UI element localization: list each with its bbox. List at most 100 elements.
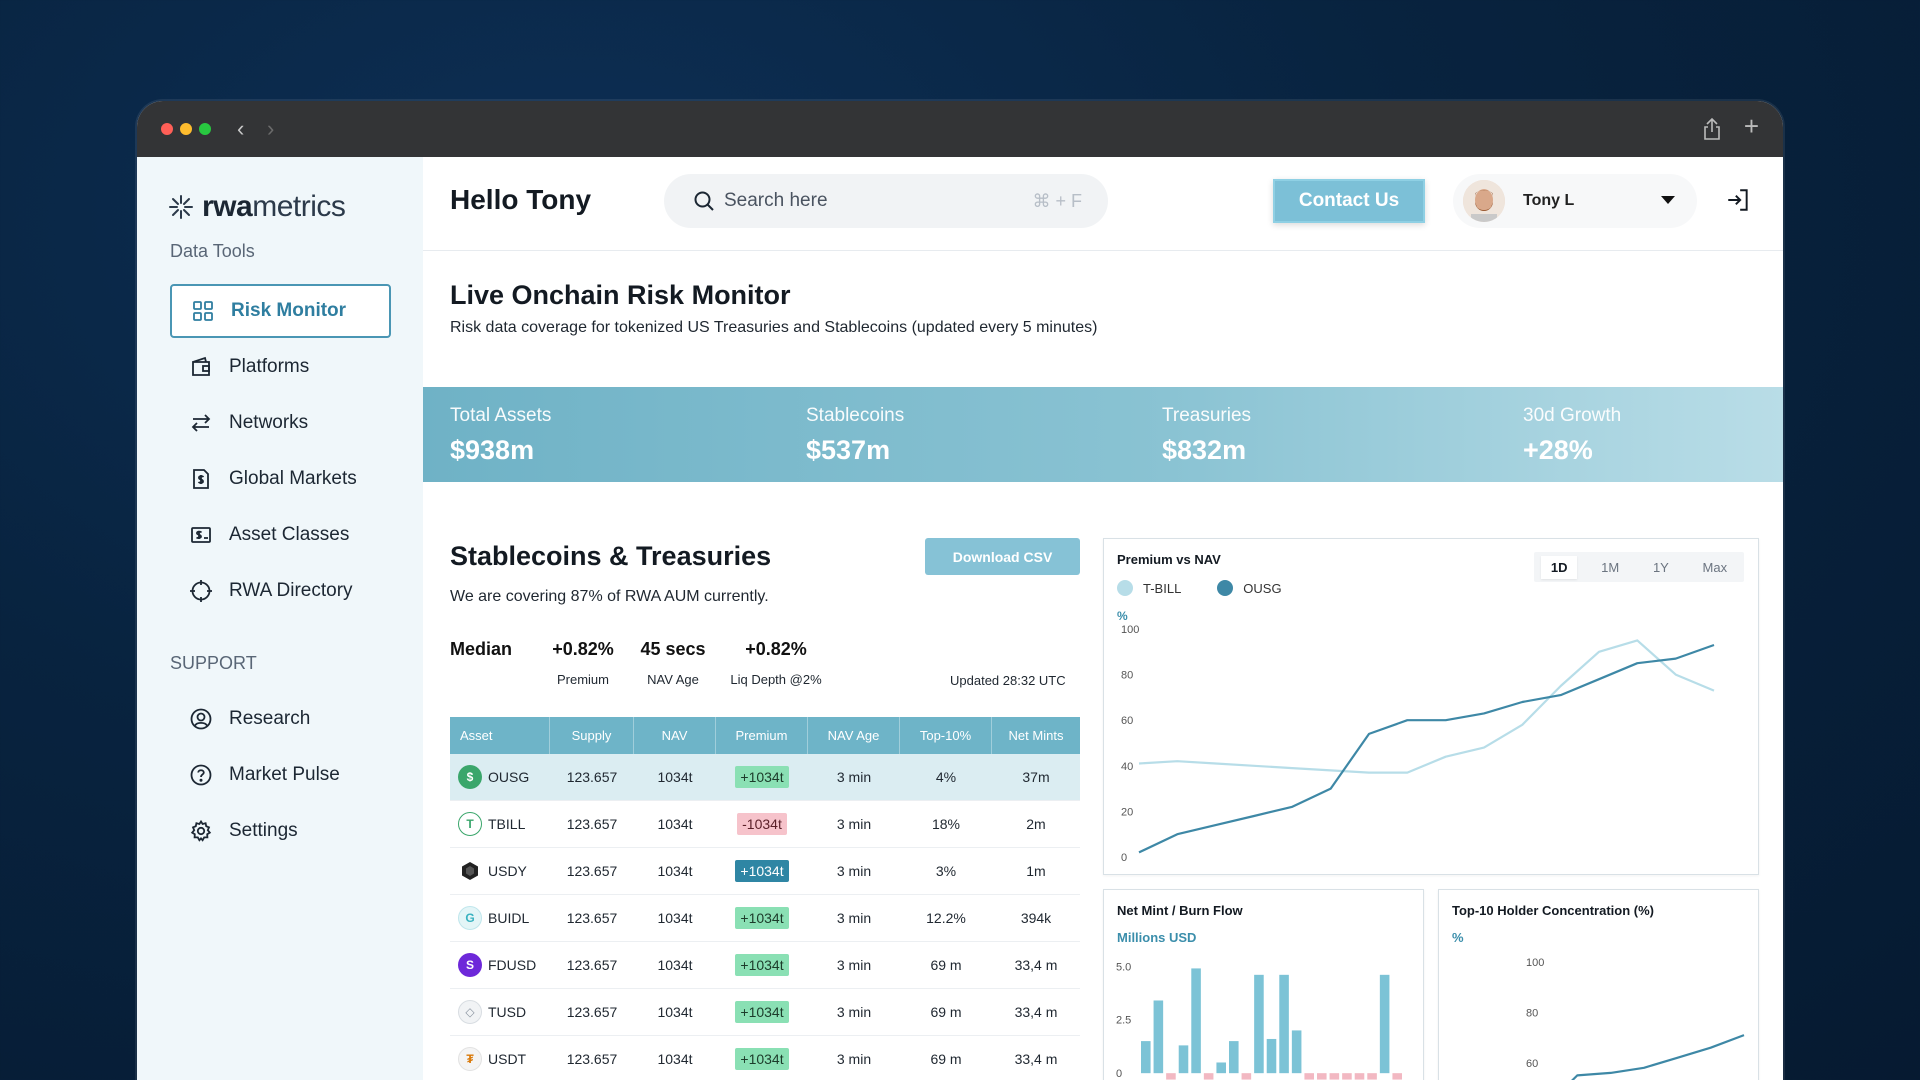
back-arrow-icon[interactable]: ‹ — [237, 116, 245, 141]
tab-max[interactable]: Max — [1702, 559, 1728, 575]
minimize-window-icon[interactable] — [180, 123, 192, 135]
nav-age-cell: 3 min — [836, 957, 872, 973]
range-tabs: 1D 1M 1Y Max — [1534, 552, 1744, 582]
tusd-coin-icon: ◇ — [458, 1000, 482, 1024]
flow-bar — [1304, 1073, 1314, 1080]
supply-cell: 123.657 — [566, 957, 618, 973]
stats-band: Total Assets $938m Stablecoins $537m Tre… — [423, 387, 1783, 482]
nav-age-cell: 3 min — [836, 1004, 872, 1020]
flow-bar — [1379, 974, 1390, 1074]
column-header[interactable]: NAV Age — [808, 717, 900, 754]
sidebar-item-rwa-directory[interactable]: RWA Directory — [170, 564, 391, 618]
premium-cell: -1034t — [716, 813, 808, 835]
asset-name: TUSD — [488, 1004, 527, 1020]
sidebar: rwametrics Data Tools Risk Monitor Platf… — [137, 157, 423, 1080]
asset-cell: ₮ USDT — [450, 1047, 550, 1071]
maximize-window-icon[interactable] — [199, 123, 211, 135]
stat-value: $938m — [450, 435, 535, 465]
sidebar-item-risk-monitor[interactable]: Risk Monitor — [170, 284, 391, 338]
logout-icon[interactable] — [1725, 187, 1751, 213]
table-row[interactable]: T TBILL 123.657 1034t -1034t 3 min 18% 2… — [450, 801, 1080, 848]
column-header[interactable]: Premium — [716, 717, 808, 754]
sidebar-item-settings[interactable]: Settings — [170, 804, 391, 858]
table-row[interactable]: $ OUSG 123.657 1034t +1034t 3 min 4% 37m — [450, 754, 1080, 801]
sidebar-item-label: Global Markets — [229, 468, 357, 489]
sidebar-item-label: Risk Monitor — [231, 300, 347, 321]
flow-bar — [1241, 1073, 1252, 1080]
net-mints-cell: 33,4 m — [1014, 957, 1058, 973]
flow-bar — [1203, 1073, 1214, 1080]
table-row[interactable]: USDY 123.657 1034t +1034t 3 min 3% 1m — [450, 848, 1080, 895]
y-tick-label: 0 — [1121, 852, 1127, 864]
nav-cell: 1034t — [657, 1051, 693, 1067]
flow-bar — [1392, 1073, 1402, 1080]
user-menu[interactable]: Tony L — [1453, 174, 1697, 228]
section-subtitle: We are covering 87% of RWA AUM currently… — [450, 588, 769, 605]
search-placeholder: Search here — [724, 190, 828, 211]
share-icon[interactable] — [1703, 117, 1721, 141]
column-header[interactable]: Supply — [550, 717, 634, 754]
chart-title: Premium vs NAV — [1117, 552, 1221, 567]
sidebar-item-market-pulse[interactable]: Market Pulse — [170, 748, 391, 802]
sidebar-item-research[interactable]: Research — [170, 692, 391, 746]
sidebar-item-platforms[interactable]: Platforms — [170, 340, 391, 394]
search-input[interactable]: Search here ⌘ + F — [664, 174, 1108, 228]
asset-cell: G BUIDL — [450, 906, 550, 930]
flow-bar — [1229, 1041, 1239, 1074]
sidebar-item-asset-classes[interactable]: Asset Classes — [170, 508, 391, 562]
supply-cell: 123.657 — [566, 1051, 618, 1067]
dollar-document-icon — [193, 469, 209, 489]
stat-stablecoins: Stablecoins $537m — [806, 405, 904, 466]
browser-window: ‹ › + rwametrics Data Tools — [137, 101, 1783, 1080]
search-icon — [694, 191, 714, 211]
asset-cell: T TBILL — [450, 812, 550, 836]
y-axis-unit: % — [1452, 930, 1464, 945]
usdy-coin-icon — [458, 859, 482, 883]
y-tick-label: 5.0 — [1116, 961, 1131, 973]
column-header[interactable]: Asset — [450, 717, 550, 754]
search-shortcut: ⌘ + F — [1032, 190, 1082, 211]
flow-bar — [1141, 1041, 1151, 1074]
tab-1m[interactable]: 1M — [1601, 559, 1620, 575]
table-row[interactable]: S FDUSD 123.657 1034t +1034t 3 min 69 m … — [450, 942, 1080, 989]
stat-value: $537m — [806, 435, 891, 465]
asset-name: OUSG — [488, 769, 530, 785]
asset-name: USDY — [488, 863, 527, 879]
y-tick-label: 40 — [1121, 761, 1133, 773]
contact-us-button[interactable]: Contact Us — [1273, 179, 1425, 223]
supply-cell: 123.657 — [566, 1004, 618, 1020]
asset-cell: $ OUSG — [450, 765, 550, 789]
sidebar-item-networks[interactable]: Networks — [170, 396, 391, 450]
chart-legend: T-BILL OUSG — [1117, 580, 1282, 596]
holder-concentration-card: Top-10 Holder Concentration (%) % 60 80 10… — [1438, 889, 1759, 1080]
asset-cell: S FDUSD — [450, 953, 550, 977]
column-header[interactable]: NAV — [634, 717, 716, 754]
flow-bar — [1291, 1030, 1302, 1074]
flow-bar — [1279, 974, 1289, 1074]
column-header[interactable]: Net Mints — [1008, 728, 1064, 743]
asset-cell: ◇ TUSD — [450, 1000, 550, 1024]
sidebar-item-label: Asset Classes — [229, 524, 350, 545]
avatar — [1463, 180, 1505, 222]
column-header[interactable]: Top-10% — [900, 717, 992, 754]
table-row[interactable]: ◇ TUSD 123.657 1034t +1034t 3 min 69 m 3… — [450, 989, 1080, 1036]
top10-cell: 12.2% — [926, 910, 966, 926]
net-mints-cell: 37m — [1022, 769, 1050, 785]
table-row[interactable]: ₮ USDT 123.657 1034t +1034t 3 min 69 m 3… — [450, 1036, 1080, 1080]
supply-cell: 123.657 — [566, 863, 618, 879]
y-axis-unit: % — [1117, 609, 1128, 623]
brand-logo[interactable]: rwametrics — [168, 190, 346, 224]
forward-arrow-icon[interactable]: › — [267, 116, 275, 141]
flow-bar — [1166, 1073, 1176, 1080]
net-mints-cell: 394k — [1020, 910, 1052, 926]
download-csv-button[interactable]: Download CSV — [925, 538, 1080, 575]
table-row[interactable]: G BUIDL 123.657 1034t +1034t 3 min 12.2%… — [450, 895, 1080, 942]
close-window-icon[interactable] — [161, 123, 173, 135]
tab-1d[interactable]: 1D — [1540, 555, 1578, 579]
premium-cell: +1034t — [716, 907, 808, 929]
premium-cell: +1034t — [716, 1001, 808, 1023]
new-tab-icon[interactable]: + — [1743, 111, 1759, 141]
sidebar-item-global-markets[interactable]: Global Markets — [170, 452, 391, 506]
premium-badge: +1034t — [735, 954, 789, 976]
tab-1y[interactable]: 1Y — [1652, 559, 1669, 575]
